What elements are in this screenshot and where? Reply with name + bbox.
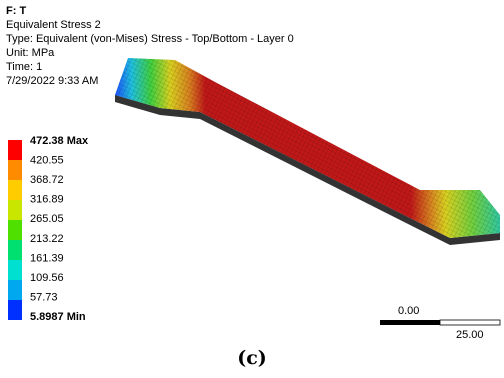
header-line: Time: 1 <box>6 61 42 73</box>
scale-bar <box>380 320 500 325</box>
legend-label: 265.05 <box>30 213 64 225</box>
header-line: 7/29/2022 9:33 AM <box>6 75 98 87</box>
header-line: Equivalent Stress 2 <box>6 19 101 31</box>
viewport: F: T Equivalent Stress 2 Type: Equivalen… <box>0 0 504 378</box>
scale-end: 25.00 <box>456 329 484 341</box>
title: F: T <box>6 5 26 17</box>
legend-bar <box>8 140 22 320</box>
header-line: Type: Equivalent (von-Mises) Stress - To… <box>6 33 294 45</box>
legend-label: 57.73 <box>30 291 58 303</box>
legend-label: 5.8987 Min <box>30 311 86 323</box>
legend-label: 420.55 <box>30 155 64 167</box>
legend-label: 316.89 <box>30 194 64 206</box>
legend-label: 472.38 Max <box>30 135 89 147</box>
specimen <box>115 58 500 245</box>
legend-label: 213.22 <box>30 233 64 245</box>
caption: (c) <box>237 347 267 369</box>
legend-label: 109.56 <box>30 272 64 284</box>
screenshot: F: T Equivalent Stress 2 Type: Equivalen… <box>0 0 504 378</box>
scale-start: 0.00 <box>398 305 419 317</box>
legend-labels: 472.38 Max 420.55 368.72 316.89 265.05 213.22… <box>30 135 89 323</box>
header-line: Unit: MPa <box>6 47 55 59</box>
legend-label: 368.72 <box>30 174 64 186</box>
legend-label: 161.39 <box>30 252 64 264</box>
